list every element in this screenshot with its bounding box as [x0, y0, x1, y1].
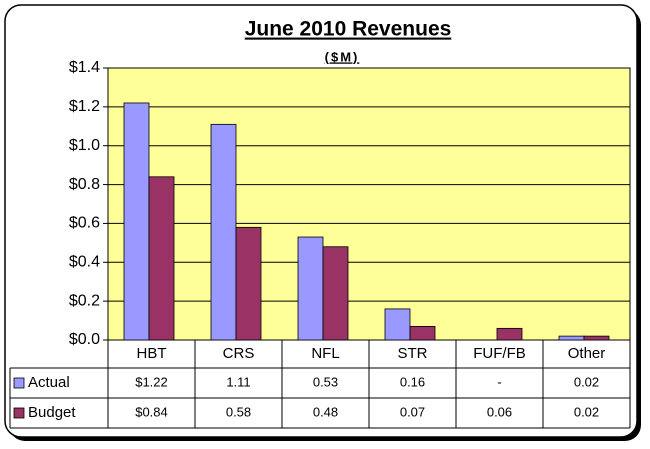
chart-title: June 2010 Revenues	[245, 18, 452, 41]
x-tick-label: FUF/FB	[473, 345, 526, 362]
x-tick-label: Other	[568, 345, 606, 362]
bar	[384, 308, 411, 341]
legend-label: Budget	[28, 404, 76, 421]
y-tick-label: $0.2	[69, 292, 100, 309]
table-value: 0.02	[574, 404, 599, 419]
y-tick-label: $1.2	[69, 98, 100, 115]
table-value: 0.06	[487, 404, 512, 419]
chart-subtitle: ($M)	[325, 49, 360, 64]
bar	[235, 226, 262, 341]
table-value: 0.48	[313, 404, 338, 419]
table-grid	[9, 340, 631, 429]
x-tick-label: STR	[398, 345, 428, 362]
bar	[210, 123, 237, 341]
bar	[558, 335, 585, 341]
legend-label: Actual	[28, 374, 70, 391]
y-tick-label: $1.4	[69, 59, 100, 76]
table-value: 1.11	[226, 374, 250, 389]
table-value: $0.84	[135, 404, 168, 419]
table-value: $1.22	[135, 374, 168, 389]
y-tick-label: $0.4	[69, 254, 100, 271]
plot-area	[107, 67, 631, 341]
y-tick-label: $0.0	[69, 331, 100, 348]
y-tick-label: $0.6	[69, 215, 100, 232]
bar	[123, 102, 150, 341]
legend-key	[13, 407, 25, 419]
table-value: 0.53	[313, 374, 338, 389]
x-tick-label: NFL	[311, 345, 339, 362]
y-tick-label: $1.0	[69, 137, 100, 154]
bar	[297, 236, 324, 341]
bar	[496, 327, 523, 341]
x-tick-label: HBT	[137, 345, 167, 362]
legend-key	[13, 377, 25, 389]
table-value: -	[497, 374, 501, 389]
table-value: 0.02	[574, 374, 599, 389]
bar	[583, 335, 610, 341]
y-tick-label: $0.8	[69, 176, 100, 193]
table-value: 0.58	[226, 404, 251, 419]
bar	[148, 176, 175, 341]
bar	[322, 246, 349, 341]
bar	[409, 325, 436, 341]
x-tick-label: CRS	[223, 345, 255, 362]
table-value: 0.16	[400, 374, 425, 389]
table-value: 0.07	[400, 404, 425, 419]
